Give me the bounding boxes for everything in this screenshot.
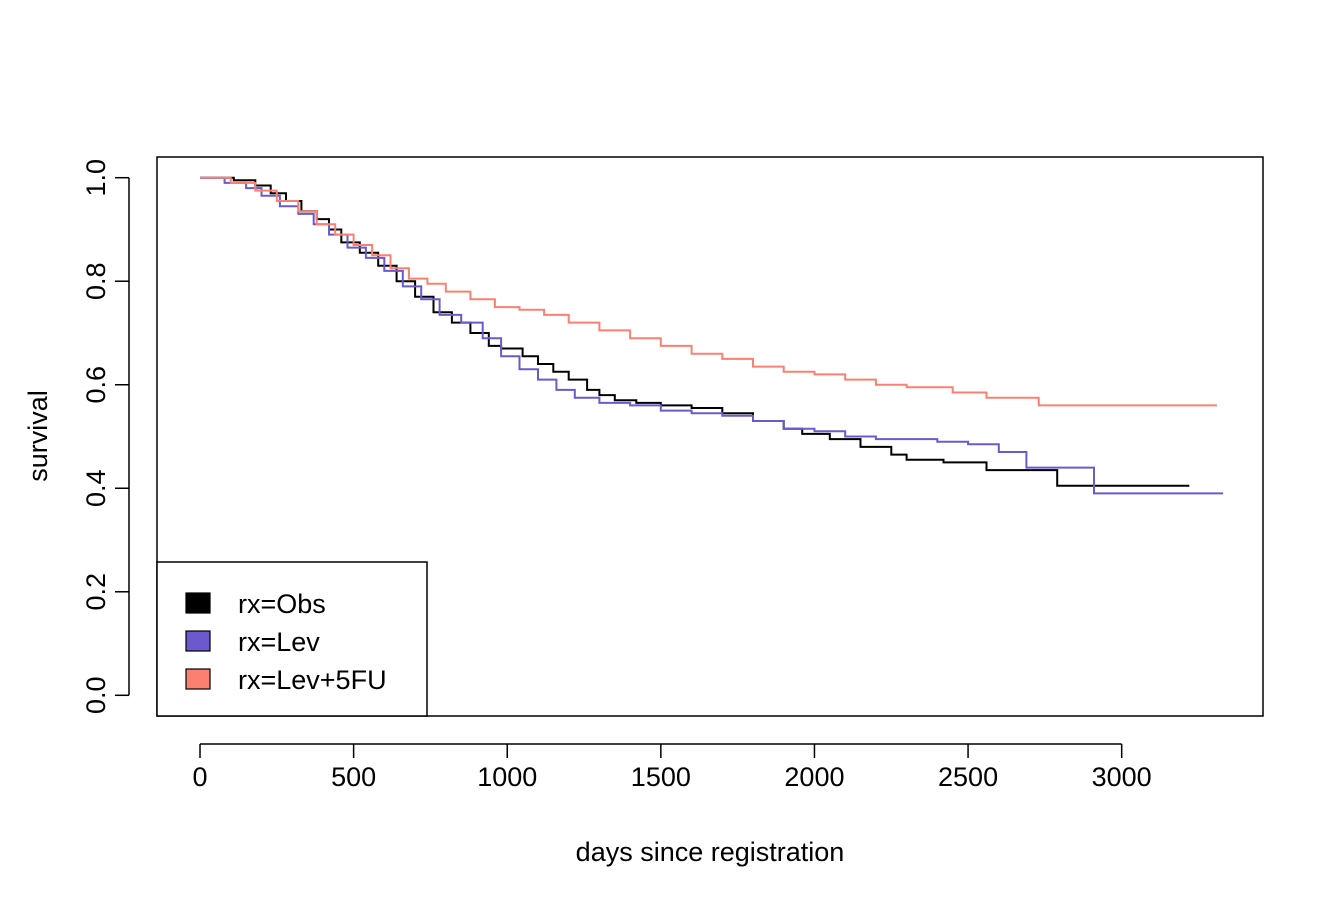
x-tick-label: 3000: [1092, 762, 1152, 792]
series-line-2: [200, 176, 1224, 495]
x-tick-label: 2000: [784, 762, 844, 792]
x-tick-label: 2500: [938, 762, 998, 792]
series-line-1: [200, 176, 1190, 487]
legend-label: rx=Lev+5FU: [238, 665, 387, 695]
legend-label: rx=Obs: [238, 589, 326, 619]
x-axis-label: days since registration: [576, 837, 845, 867]
y-tick-label: 1.0: [81, 159, 111, 197]
legend: rx=Obs rx=Lev rx=Lev+5FU: [156, 561, 428, 717]
legend-label: rx=Lev: [238, 627, 320, 657]
y-tick-label: 0.4: [81, 469, 111, 507]
y-tick-label: 0.0: [81, 677, 111, 715]
x-axis: 0 500 1000 1500 2000 2500 3000: [192, 743, 1152, 792]
plot-frame: [156, 156, 1264, 717]
y-axis-label: survival: [23, 390, 53, 482]
x-tick-label: 0: [192, 762, 207, 792]
legend-swatch: [185, 630, 211, 652]
y-tick-label: 0.2: [81, 573, 111, 611]
legend-swatch: [185, 592, 211, 614]
legend-swatch: [185, 668, 211, 690]
x-tick-label: 500: [331, 762, 376, 792]
series-layer: [200, 176, 1224, 495]
y-axis: 0.0 0.2 0.4 0.6 0.8 1.0: [81, 159, 130, 715]
y-tick-label: 0.6: [81, 366, 111, 404]
y-tick-label: 0.8: [81, 262, 111, 300]
x-tick-label: 1500: [631, 762, 691, 792]
series-line-3: [200, 176, 1217, 407]
x-tick-label: 1000: [477, 762, 537, 792]
